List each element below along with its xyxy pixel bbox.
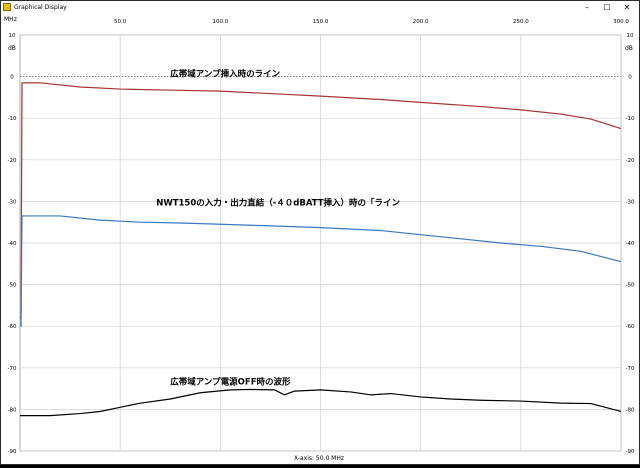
x-unit-label-left: MHz: [4, 16, 17, 23]
y-tick-label-right: -70: [626, 366, 635, 372]
series-layer: [20, 82, 622, 417]
series-line-0: [20, 82, 622, 319]
y-tick-label-right: 0: [628, 75, 632, 81]
x-tick-label: 150.0: [313, 19, 329, 25]
annotation-label-2: 広帯域アンプ電源OFF時の波形: [170, 376, 291, 387]
y-tick-label-left: -60: [8, 324, 17, 330]
y-tick-label-left: -30: [8, 199, 17, 205]
title-bar[interactable]: Graphical Display – ☐ ✕: [1, 1, 639, 13]
y-tick-label-left: -20: [8, 158, 17, 164]
y-unit-label-right: dB: [625, 45, 633, 52]
annotation-layer: 広帯域アンプ挿入時のライン NWT150の入力・出力直結（-４０dBATT挿入）時…: [156, 69, 400, 388]
y-tick-label-left: -50: [8, 283, 17, 289]
y-tick-label-left: -70: [8, 366, 17, 372]
series-line-1: [20, 215, 622, 327]
y-tick-label-right: -40: [626, 241, 635, 247]
y-tick-label-left: -40: [8, 241, 17, 247]
close-icon: ✕: [623, 2, 631, 12]
graph-app-icon: [3, 3, 11, 11]
y-tick-label-right: -20: [626, 158, 635, 164]
x-tick-label: 50.0: [114, 19, 127, 25]
y-tick-label-right: -90: [626, 449, 635, 455]
y-tick-label-left: -90: [8, 449, 17, 455]
axis-layer: 10 10 0 0 -10 -10 -20 -20 -30 -30 -40 -40 -50 -50 -60 -…: [8, 19, 635, 455]
close-button[interactable]: ✕: [617, 1, 637, 13]
window-controls: – ☐ ✕: [577, 1, 637, 13]
maximize-icon: ☐: [603, 2, 611, 12]
minimize-button[interactable]: –: [577, 1, 597, 13]
y-tick-label-left: 0: [10, 75, 14, 81]
annotation-label-0: 広帯域アンプ挿入時のライン: [170, 69, 280, 80]
y-tick-label-right: -50: [626, 283, 635, 289]
y-tick-label-right: 10: [627, 33, 634, 39]
minimize-icon: –: [585, 2, 589, 12]
x-tick-label: 300.0: [613, 19, 629, 25]
window-title: Graphical Display: [14, 3, 67, 11]
x-tick-label: 250.0: [513, 19, 529, 25]
chart-svg: 10 10 0 0 -10 -10 -20 -20 -30 -30 -40 -40 -50 -50 -60 -…: [4, 16, 635, 462]
x-axis-caption: X-axis: 50.0 MHz: [294, 455, 344, 462]
y-tick-label-right: -30: [626, 199, 635, 205]
y-tick-label-left: 10: [9, 33, 16, 39]
y-tick-label-right: -80: [626, 407, 635, 413]
annotation-label-1: NWT150の入力・出力直結（-４０dBATT挿入）時の「ライン: [156, 198, 400, 209]
y-tick-label-right: -10: [626, 116, 635, 122]
y-unit-label-left: dB: [8, 45, 16, 52]
x-tick-label: 200.0: [413, 19, 429, 25]
maximize-button[interactable]: ☐: [597, 1, 617, 13]
plot-area: 10 10 0 0 -10 -10 -20 -20 -30 -30 -40 -40 -50 -50 -60 -…: [1, 13, 639, 464]
x-tick-label: 100.0: [212, 19, 228, 25]
y-tick-label-right: -60: [626, 324, 635, 330]
grid-layer: [19, 34, 622, 452]
y-tick-label-left: -80: [8, 407, 17, 413]
y-tick-label-left: -10: [8, 116, 17, 122]
series-line-2: [20, 388, 622, 417]
